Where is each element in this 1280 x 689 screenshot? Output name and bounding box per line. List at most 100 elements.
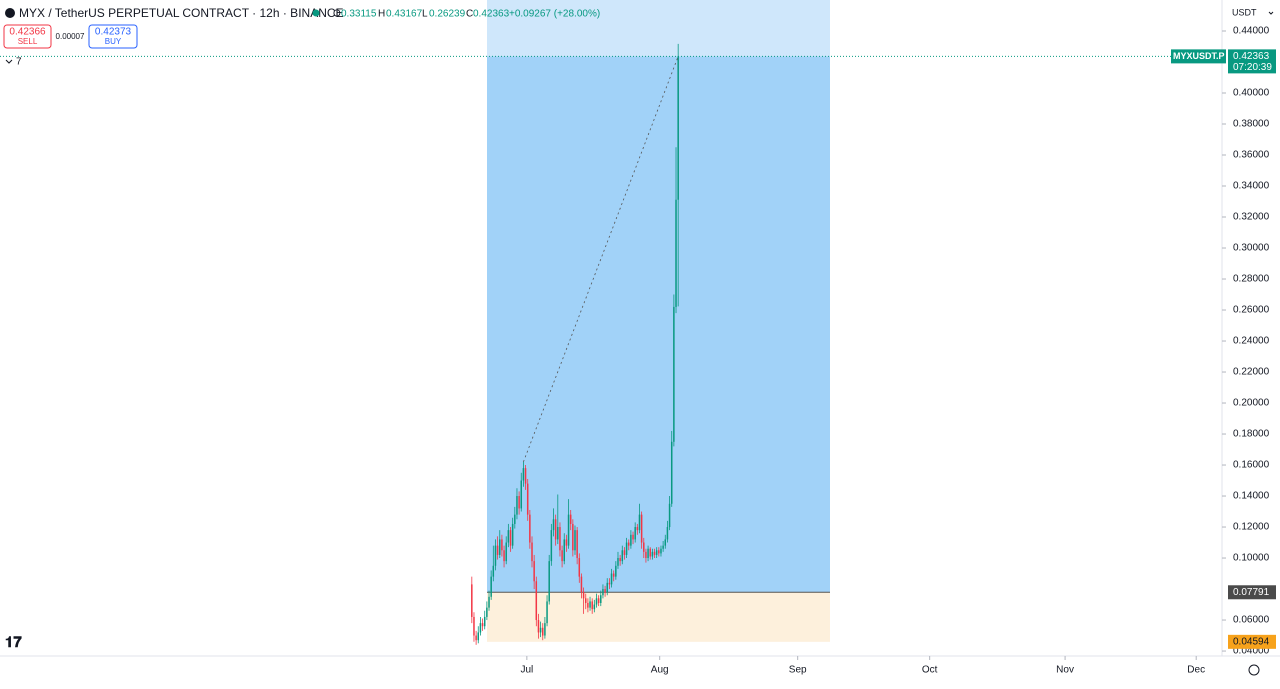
candle-body — [514, 514, 516, 524]
c-value: 0.42363 — [473, 9, 510, 20]
candle-body — [531, 542, 533, 562]
candle-body — [520, 480, 523, 509]
candle-body — [522, 468, 525, 481]
candle-body — [535, 581, 538, 621]
candle-body — [666, 527, 669, 540]
l-label: L — [422, 9, 428, 20]
candle-body — [593, 604, 596, 610]
l-value: 0.26239 — [429, 9, 466, 20]
candle-body — [488, 596, 490, 608]
candle-body — [494, 545, 497, 566]
y-tick-label: 0.24000 — [1233, 336, 1270, 347]
o-label: O — [333, 9, 341, 20]
candle-body — [561, 550, 563, 562]
spread: 0.00007 — [56, 32, 85, 41]
candle-body — [597, 598, 600, 603]
target-zone — [487, 56, 830, 593]
candle-body — [492, 565, 495, 577]
candle-body — [668, 503, 671, 528]
collapse-icon[interactable] — [5, 59, 13, 64]
candle-body — [567, 514, 570, 546]
candle-body — [516, 496, 518, 515]
buy-label[interactable]: BUY — [105, 37, 122, 46]
symbol-icon — [5, 8, 15, 18]
y-tick-label: 0.30000 — [1233, 243, 1270, 254]
y-tick-label: 0.12000 — [1233, 522, 1270, 533]
candle-body — [587, 602, 589, 608]
buy-button[interactable] — [88, 24, 138, 49]
candle-body — [589, 601, 591, 608]
candle-body — [662, 545, 664, 549]
candle-body — [606, 582, 608, 593]
candle-body — [632, 534, 634, 540]
candle-body — [499, 539, 501, 555]
trend-line — [523, 56, 679, 463]
candle-body — [501, 539, 503, 551]
candle-body — [649, 548, 651, 557]
candle-body — [496, 545, 499, 555]
candle-body — [559, 527, 561, 551]
y-tick-label: 0.18000 — [1233, 429, 1270, 440]
candle-body — [548, 561, 550, 602]
candle-body — [477, 632, 480, 641]
x-tick-label: Oct — [922, 665, 938, 676]
candle-body — [554, 519, 557, 540]
y-tick-label: 0.34000 — [1233, 181, 1270, 192]
candle-body — [584, 598, 587, 603]
candle-body — [675, 199, 677, 307]
currency-button[interactable] — [1228, 4, 1276, 22]
candle-body — [572, 523, 574, 551]
symbol-tag-label: MYXUSDT.P — [1173, 51, 1225, 61]
indicator-count[interactable]: 7 — [16, 57, 22, 68]
candle-body — [595, 598, 598, 605]
stop-tag-label: 0.04594 — [1233, 636, 1270, 647]
candle-body — [552, 519, 555, 531]
y-tick-label: 0.40000 — [1233, 88, 1270, 99]
logo: 𝟏𝟕 — [5, 634, 22, 651]
x-tick-label: Dec — [1187, 665, 1205, 676]
y-tick-label: 0.20000 — [1233, 398, 1270, 409]
candle-body — [533, 561, 535, 582]
buy-price[interactable]: 0.42373 — [95, 27, 132, 38]
y-tick-label: 0.10000 — [1233, 553, 1270, 564]
candle-body — [634, 527, 636, 540]
candle-body — [673, 306, 675, 442]
candle-body — [615, 565, 617, 577]
symbol: MYX / TetherUS PERPETUAL CONTRACT · 12h … — [19, 6, 344, 20]
candle-body — [636, 527, 639, 531]
candle-body — [660, 548, 662, 554]
symbol-tag — [1171, 49, 1226, 64]
sell-label[interactable]: SELL — [18, 37, 38, 46]
candle-body — [503, 550, 505, 562]
x-tick-label: Sep — [789, 665, 807, 676]
change: +0.09267 (+28.00%) — [509, 9, 600, 20]
candle-body — [483, 616, 486, 627]
candle-body — [610, 573, 613, 585]
countdown: 07:20:39 — [1233, 62, 1272, 73]
settings-icon[interactable] — [1248, 664, 1260, 676]
candle-body — [486, 607, 488, 617]
candle-body — [627, 542, 630, 546]
candle-body — [582, 592, 585, 599]
candle-body — [619, 558, 621, 562]
candle-body — [481, 623, 484, 627]
candle-body — [526, 483, 529, 515]
candle-body — [608, 582, 611, 585]
candle-body — [625, 542, 628, 555]
dropdown-icon[interactable] — [1268, 11, 1274, 15]
candle-body — [473, 616, 475, 636]
candle-body — [563, 539, 566, 562]
sell-button[interactable] — [3, 24, 52, 49]
currency[interactable]: USDT — [1232, 7, 1257, 17]
y-tick-label: 0.44000 — [1233, 26, 1270, 37]
candle-body — [574, 530, 576, 551]
entry-tag-label: 0.07791 — [1233, 587, 1270, 598]
candle-body — [569, 514, 572, 524]
sell-price[interactable]: 0.42366 — [9, 27, 46, 38]
candle-body — [617, 558, 619, 566]
candle-body — [621, 550, 624, 562]
candle-body — [576, 530, 578, 559]
candle-body — [653, 551, 656, 555]
candle-body — [664, 539, 667, 546]
